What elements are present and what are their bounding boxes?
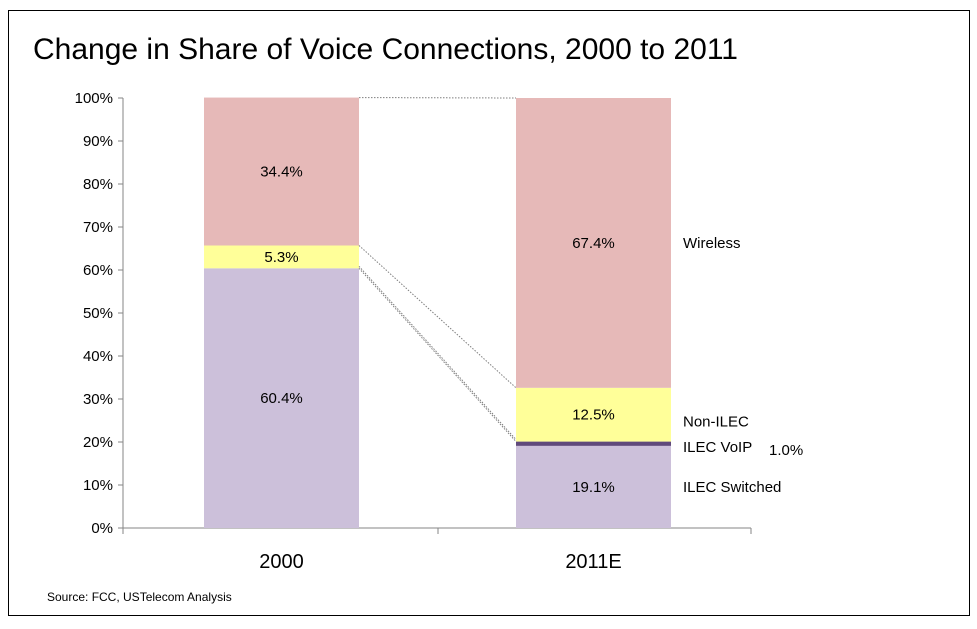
chart-frame: Change in Share of Voice Connections, 20… — [8, 10, 970, 616]
series-connector-line — [358, 265, 517, 440]
series-value-label: 1.0% — [769, 442, 803, 459]
bar-segment-wireless — [516, 98, 671, 388]
series-label-wireless: Wireless — [683, 235, 741, 252]
y-tick-label: 20% — [83, 434, 113, 451]
bar-segment-ilec-switched — [516, 445, 671, 528]
x-category-label: 2000 — [259, 551, 304, 573]
x-category-label: 2011E — [565, 551, 621, 573]
data-label: 34.4% — [260, 164, 303, 181]
bar-segment-non-ilec — [204, 245, 359, 269]
series-connector-line — [358, 267, 517, 442]
stacked-bar-chart: Change in Share of Voice Connections, 20… — [33, 33, 804, 604]
series-label-ilec-voip: ILEC VoIP — [683, 439, 752, 456]
y-tick-label: 40% — [83, 348, 113, 365]
chart-title: Change in Share of Voice Connections, 20… — [33, 33, 738, 66]
y-tick-label: 50% — [83, 305, 113, 322]
y-tick-label: 60% — [83, 262, 113, 279]
data-label: 19.1% — [572, 479, 615, 496]
series-connector-line — [358, 245, 517, 389]
source-note: Source: FCC, USTelecom Analysis — [47, 590, 232, 604]
series-label-non-ilec: Non-ILEC — [683, 414, 749, 431]
y-tick-label: 100% — [75, 90, 113, 107]
data-label: 67.4% — [572, 235, 615, 252]
bar-segment-wireless — [204, 97, 359, 246]
bar-segment-ilec-switched — [204, 268, 359, 528]
series-label-ilec-switched: ILEC Switched — [683, 479, 781, 496]
y-tick-label: 80% — [83, 176, 113, 193]
y-tick-label: 30% — [83, 391, 113, 408]
y-tick-label: 10% — [83, 477, 113, 494]
y-tick-label: 90% — [83, 133, 113, 150]
bar-segment-ilec-voip — [516, 441, 671, 446]
data-label: 5.3% — [264, 249, 298, 266]
plot-area: 0% 10% 20% 30% 40% 50% 60% 70% 80% 90% 100% 60.4% 5.… — [75, 90, 804, 573]
bar-segment-non-ilec — [516, 387, 671, 442]
data-label: 12.5% — [572, 407, 615, 424]
y-tick-label: 70% — [83, 219, 113, 236]
data-label: 60.4% — [260, 390, 303, 407]
y-tick-label: 0% — [91, 520, 113, 537]
